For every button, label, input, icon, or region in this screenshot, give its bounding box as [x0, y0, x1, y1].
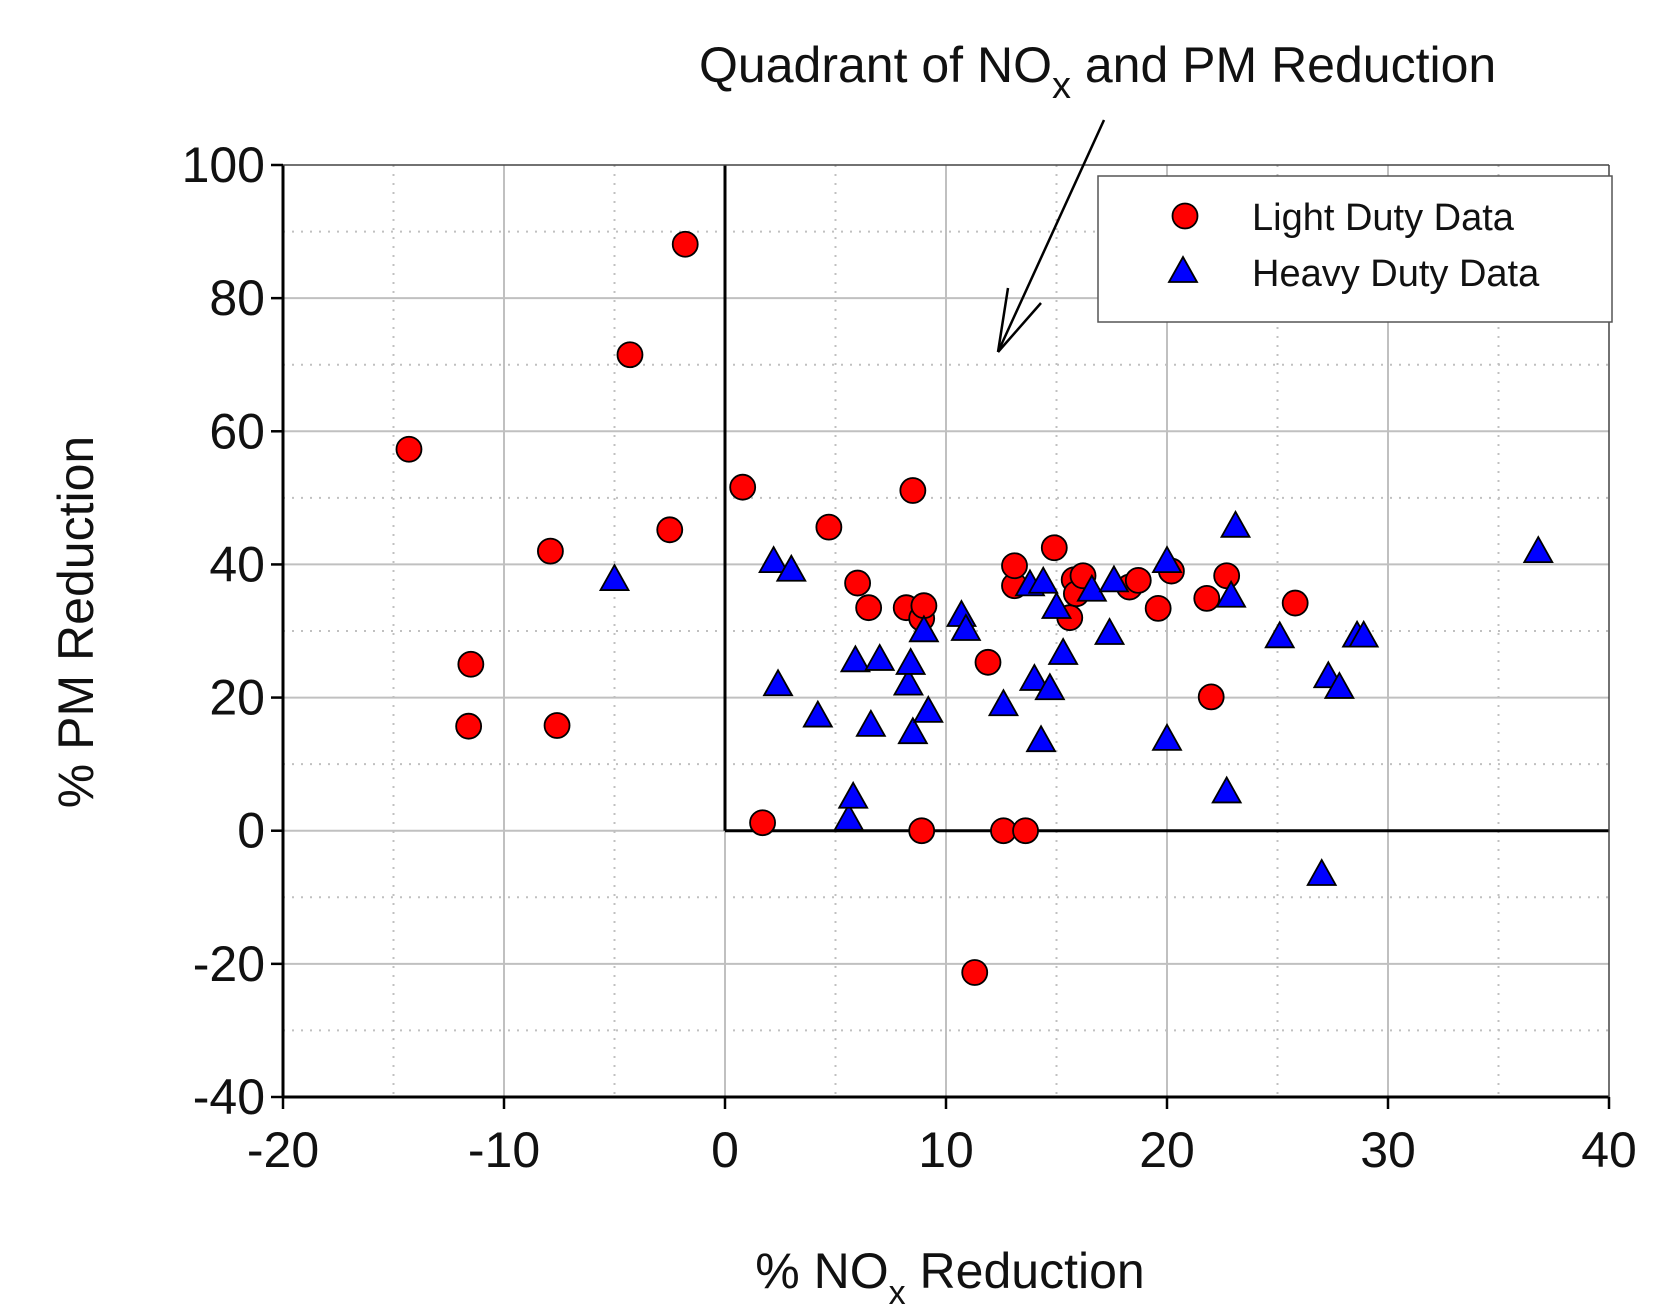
heavy-duty-point — [1215, 579, 1247, 608]
x-tick-label: 30 — [1360, 1122, 1416, 1178]
quadrant-lines — [723, 165, 1609, 833]
light-duty-point — [908, 817, 936, 845]
x-tick-label: -10 — [468, 1122, 540, 1178]
legend-item-light: Light Duty Data — [1171, 197, 1515, 239]
light-duty-point — [910, 592, 938, 620]
light-duty-point — [974, 648, 1002, 676]
annotation-arrow-head-right — [997, 302, 1042, 353]
heavy-duty-point — [1047, 637, 1079, 665]
y-tick-label: 80 — [209, 270, 265, 326]
legend-label-light: Light Duty Data — [1252, 197, 1515, 239]
x-tick-label: 20 — [1139, 1122, 1195, 1178]
heavy-duty-point — [1098, 564, 1130, 593]
light-duty-point — [537, 537, 564, 565]
heavy-duty-point — [1323, 671, 1355, 699]
heavy-duty-point — [1094, 617, 1126, 645]
light-duty-point — [961, 959, 989, 986]
heavy-duty-point — [1151, 723, 1183, 751]
light-duty-point — [729, 473, 757, 501]
heavy-duty-point — [1040, 591, 1073, 619]
data-points — [395, 230, 1554, 986]
light-duty-point — [1281, 589, 1309, 617]
light-duty-point — [749, 809, 776, 837]
heavy-duty-point — [1306, 858, 1338, 886]
heavy-duty-point — [1348, 619, 1380, 648]
y-tick-label: 40 — [209, 536, 265, 592]
light-duty-point — [455, 712, 483, 740]
heavy-duty-point — [1034, 672, 1066, 701]
y-tick-label: -20 — [193, 936, 265, 992]
legend-item-heavy: Heavy Duty Data — [1167, 253, 1540, 295]
light-duty-point — [543, 712, 571, 739]
x-axis-title: % NOx Reduction — [755, 1243, 1144, 1310]
legend: Light Duty Data Heavy Duty Data — [1097, 175, 1613, 323]
light-duty-point — [815, 513, 843, 541]
light-duty-point — [1001, 552, 1028, 580]
legend-triangle-marker — [1167, 255, 1199, 283]
y-tick-label: -40 — [193, 1069, 265, 1125]
heavy-duty-point — [987, 688, 1019, 717]
y-tick-label: 100 — [182, 137, 265, 193]
light-duty-point — [616, 341, 644, 369]
heavy-duty-point — [1264, 620, 1296, 649]
light-duty-point — [899, 477, 927, 504]
light-duty-point — [1012, 817, 1039, 845]
light-duty-point — [1040, 534, 1068, 562]
light-duty-point — [844, 569, 871, 597]
heavy-duty-point — [837, 780, 869, 809]
y-tick-label: 20 — [209, 670, 265, 726]
y-tick-label: 60 — [209, 403, 265, 459]
heavy-duty-point — [908, 614, 940, 643]
x-tick-label: 0 — [711, 1122, 739, 1178]
heavy-duty-point — [892, 667, 924, 696]
light-duty-point — [855, 594, 883, 622]
heavy-duty-point — [775, 553, 807, 582]
heavy-duty-point — [1025, 724, 1057, 753]
legend-circle-marker — [1171, 202, 1199, 230]
light-duty-point — [457, 650, 485, 678]
x-tick-label: 10 — [918, 1122, 974, 1178]
legend-box — [1097, 175, 1613, 323]
heavy-duty-point — [1219, 509, 1252, 538]
x-tick-label: 40 — [1581, 1122, 1637, 1178]
annotation-arrow — [996, 119, 1106, 353]
heavy-duty-point — [855, 709, 887, 737]
light-duty-point — [1144, 594, 1172, 622]
light-duty-point — [1213, 562, 1241, 590]
quadrant-annotation: Quadrant of NOx and PM Reduction — [699, 37, 1496, 107]
heavy-duty-point — [912, 695, 944, 723]
heavy-duty-point — [1027, 565, 1059, 594]
annotation-arrow-head-left — [996, 287, 1010, 353]
heavy-duty-point — [598, 563, 631, 591]
heavy-duty-point — [864, 643, 896, 671]
light-duty-point — [1124, 567, 1152, 594]
light-duty-point — [671, 230, 699, 258]
light-duty-point — [656, 516, 684, 544]
heavy-duty-point — [897, 716, 929, 745]
y-tick-label: 0 — [237, 803, 265, 859]
heavy-duty-point — [762, 668, 794, 697]
heavy-duty-point — [1211, 775, 1243, 804]
heavy-duty-point — [1076, 573, 1108, 602]
heavy-duty-point — [895, 647, 927, 675]
light-duty-point — [1197, 683, 1225, 711]
x-tick-label: -20 — [247, 1122, 319, 1178]
heavy-duty-point — [833, 802, 865, 831]
heavy-duty-point — [950, 613, 982, 641]
light-duty-point — [395, 435, 423, 463]
annotation-arrow-shaft — [996, 119, 1106, 353]
heavy-duty-point — [1018, 663, 1050, 691]
light-duty-point — [1193, 584, 1221, 612]
heavy-duty-point — [802, 699, 834, 728]
legend-label-heavy: Heavy Duty Data — [1252, 253, 1540, 295]
heavy-duty-point — [1522, 535, 1554, 564]
heavy-duty-point — [758, 545, 790, 573]
heavy-duty-point — [839, 644, 871, 673]
y-axis-title: % PM Reduction — [48, 436, 104, 808]
heavy-duty-point — [1151, 545, 1183, 573]
